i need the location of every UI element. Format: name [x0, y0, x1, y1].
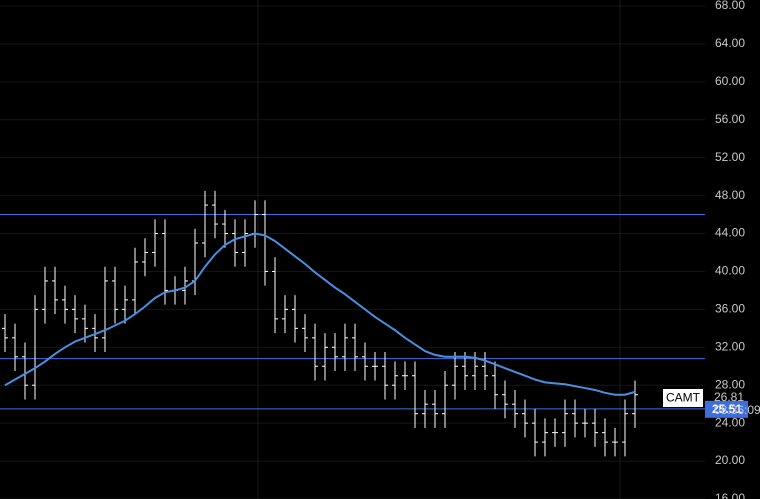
- level-label: 25.51: [712, 402, 742, 416]
- y-tick-label: 64.00: [715, 36, 745, 50]
- y-tick-label: 60.00: [715, 74, 745, 88]
- ticker: CAMT: [666, 391, 701, 405]
- y-tick-label: 52.00: [715, 150, 745, 164]
- y-tick-label: 20.00: [715, 453, 745, 467]
- y-tick-label: 40.00: [715, 264, 745, 278]
- moving-average: [4, 232, 636, 396]
- ticker-box: [663, 389, 703, 407]
- y-tick-label: 32.00: [715, 339, 745, 353]
- y-tick-label: 24.00: [715, 415, 745, 429]
- y-tick-label: 16.00: [715, 491, 745, 499]
- y-tick-label: 44.00: [715, 226, 745, 240]
- y-tick-label: 28.00: [715, 377, 745, 391]
- level-tag: [705, 400, 748, 418]
- last-price: 26.81: [714, 390, 744, 404]
- countdown: 08:36:09: [714, 403, 760, 417]
- y-tick-label: 56.00: [715, 112, 745, 126]
- y-tick-label: 36.00: [715, 302, 745, 316]
- y-tick-label: 48.00: [715, 188, 745, 202]
- y-tick-label: 68.00: [715, 0, 745, 12]
